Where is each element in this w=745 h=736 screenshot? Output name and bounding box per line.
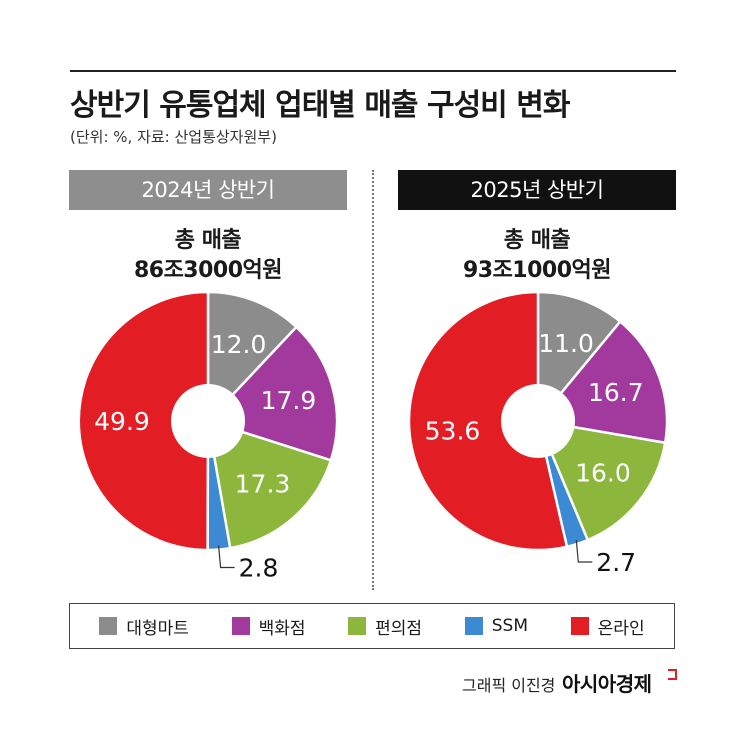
value-label-hypermarket-2025: 11.0 [538,329,594,358]
legend-item-hypermarket: 대형마트 [99,614,189,639]
legend-swatch-hypermarket [99,617,118,635]
value-label-online-2025: 53.6 [425,417,481,446]
legend-label-online: 온라인 [597,618,645,639]
legend: 대형마트 백화점 편의점 SSM 온라인 [69,603,675,649]
value-label-ssm-2024: 2.8 [239,554,279,583]
legend-item-online: 온라인 [570,614,645,639]
value-label-department-store-2025: 16.7 [588,378,644,407]
value-label-ssm-2025: 2.7 [596,548,636,577]
donut-hole-2024 [171,384,245,458]
total-sales-value-2025: 93조1000억원 [462,258,612,283]
period-header-2024: 2024년 상반기 [69,170,347,210]
legend-label-convenience-store: 편의점 [375,618,423,639]
chart-subtitle: (단위: %, 자료: 산업통상자원부) [70,128,277,146]
value-label-convenience-store-2024: 17.3 [235,470,291,499]
legend-label-ssm: SSM [491,616,528,636]
legend-swatch-ssm [464,617,483,635]
slice-online-2025 [407,290,569,552]
legend-item-ssm: SSM [464,616,528,636]
chart-title: 상반기 유통업체 업태별 매출 구성비 변화 [70,88,570,123]
donut-hole-2025 [501,384,575,458]
total-sales-value-2024: 86조3000억원 [133,258,283,283]
slice-online-2024 [77,290,210,552]
legend-swatch-department-store [231,617,250,635]
total-sales-label-2024: 총 매출 [174,228,242,253]
value-label-convenience-store-2025: 16.0 [575,459,631,488]
legend-item-department-store: 백화점 [231,614,306,639]
legend-label-hypermarket: 대형마트 [126,618,189,639]
slice-hypermarket-2025 [536,290,622,425]
value-label-department-store-2024: 17.9 [261,386,317,415]
period-header-2025: 2025년 상반기 [398,170,676,210]
donut-charts: 12.0 17.9 17.3 2.8 49.9 11.0 16.7 16.0 2.7 53.6 [77,290,669,583]
slice-convenience-store-2024 [206,419,333,550]
value-label-online-2024: 49.9 [94,407,150,436]
legend-label-department-store: 백화점 [258,618,306,639]
legend-item-convenience-store: 편의점 [348,614,422,639]
total-sales-label-2025: 총 매출 [503,228,571,253]
legend-swatch-online [570,617,589,635]
top-rule [70,70,676,72]
slice-hypermarket-2024 [206,290,299,425]
column-divider [372,170,374,590]
slice-convenience-store-2025 [535,419,667,542]
brand-mark-icon [668,669,677,680]
leader-line-ssm-2025 [575,539,593,563]
legend-swatch-convenience-store [348,617,367,635]
value-label-hypermarket-2024: 12.0 [211,330,267,359]
brand-logo-text: 아시아경제 [562,672,652,696]
leader-line-ssm-2024 [218,545,235,569]
graphic-credit: 그래픽 이진경 [462,676,556,695]
